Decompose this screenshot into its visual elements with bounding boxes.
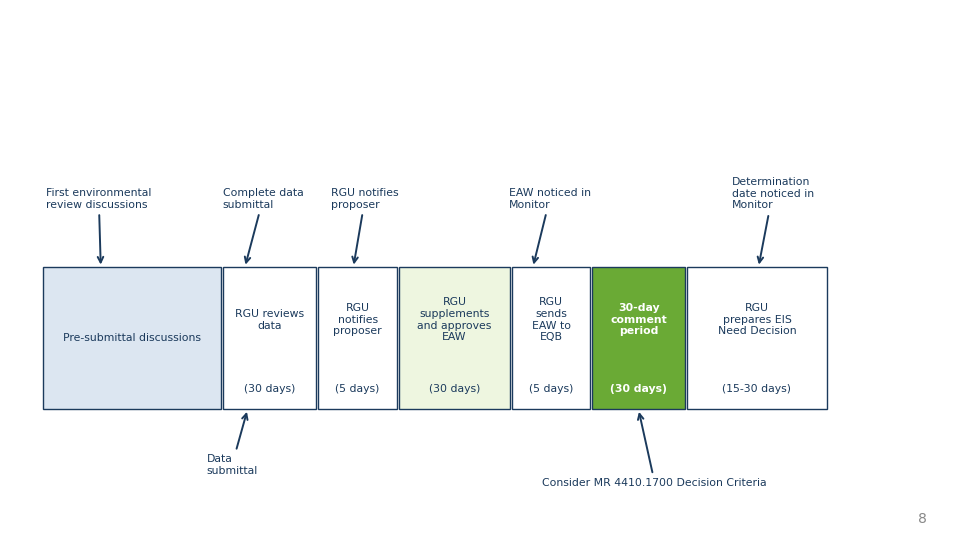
Text: EAW noticed in
Monitor: EAW noticed in Monitor <box>509 188 590 262</box>
Text: Complete data
submittal: Complete data submittal <box>223 188 303 262</box>
Text: RGU
sends
EAW to
EQB: RGU sends EAW to EQB <box>532 298 570 342</box>
Text: RGU
supplements
and approves
EAW: RGU supplements and approves EAW <box>418 298 492 342</box>
Bar <box>399 267 510 409</box>
Text: Data
submittal: Data submittal <box>206 414 257 476</box>
Text: (5 days): (5 days) <box>335 384 380 394</box>
Text: (30 days): (30 days) <box>429 384 480 394</box>
Text: 8: 8 <box>918 512 926 526</box>
Text: 30-day
comment
period: 30-day comment period <box>611 303 667 336</box>
Text: (30 days): (30 days) <box>611 384 667 394</box>
Bar <box>592 267 685 409</box>
Text: (5 days): (5 days) <box>529 384 573 394</box>
Text: Determination
date noticed in
Monitor: Determination date noticed in Monitor <box>732 177 814 262</box>
Text: EAW process (MR 4410.1000-1700): EAW process (MR 4410.1000-1700) <box>164 35 796 66</box>
Text: (15-30 days): (15-30 days) <box>723 384 791 394</box>
Text: Pre-submittal discussions: Pre-submittal discussions <box>63 333 201 343</box>
Bar <box>687 267 827 409</box>
Text: RGU notifies
proposer: RGU notifies proposer <box>331 188 398 262</box>
Bar <box>223 267 316 409</box>
Text: RGU
notifies
proposer: RGU notifies proposer <box>333 303 382 336</box>
Bar <box>318 267 397 409</box>
Text: First environmental
review discussions: First environmental review discussions <box>46 188 152 262</box>
Bar <box>43 267 221 409</box>
Text: RGU
prepares EIS
Need Decision: RGU prepares EIS Need Decision <box>718 303 796 336</box>
Text: (30 days): (30 days) <box>244 384 295 394</box>
Text: Consider MR 4410.1700 Decision Criteria: Consider MR 4410.1700 Decision Criteria <box>542 414 767 488</box>
Bar <box>512 267 590 409</box>
Text: RGU reviews
data: RGU reviews data <box>234 309 304 330</box>
